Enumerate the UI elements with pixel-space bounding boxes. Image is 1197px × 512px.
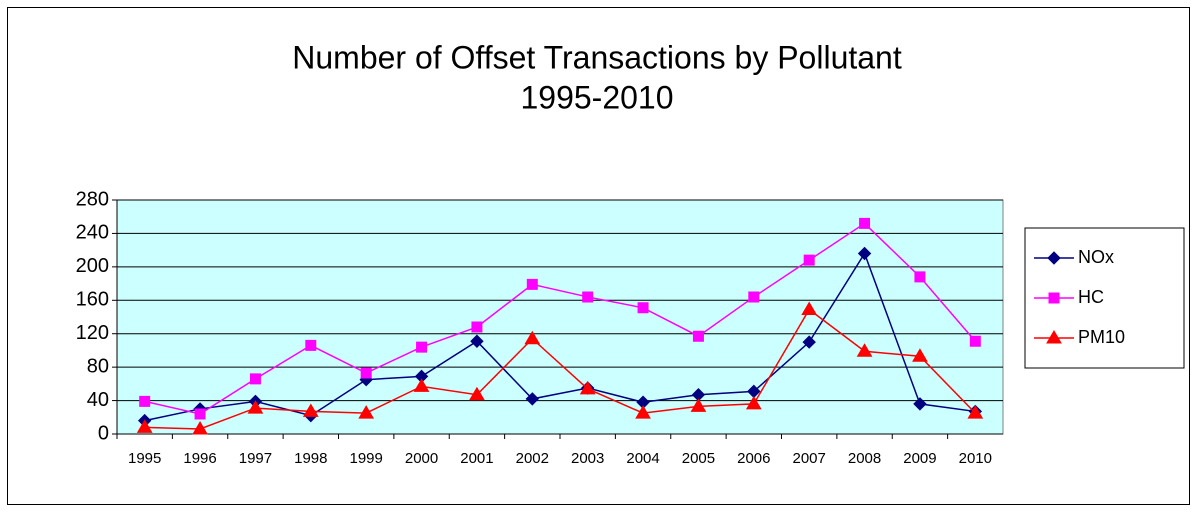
legend-marker [1046,330,1062,344]
y-tick-label: 0 [98,422,109,444]
y-tick-label: 240 [76,222,109,244]
data-point [471,321,483,333]
data-point [136,419,153,433]
y-tick-label: 160 [76,289,109,311]
data-point [748,291,760,303]
data-point [582,291,594,303]
data-point [801,301,818,315]
data-point [525,392,540,406]
x-tick-label: 1995 [128,450,161,467]
y-tick-label: 80 [87,355,109,377]
x-tick-label: 2005 [682,450,715,467]
data-point [635,405,651,419]
data-point [469,386,485,401]
x-tick-label: 2003 [571,450,604,467]
x-tick-label: 2007 [793,450,826,467]
x-tick-label: 2001 [460,450,493,467]
data-point [194,408,206,420]
y-tick-label: 40 [87,389,109,411]
series-line [144,251,976,422]
data-point [524,330,541,345]
data-point [856,343,873,357]
data-point [802,335,816,349]
series-line [144,222,976,415]
data-point [413,378,430,392]
x-tick-label: 1999 [350,450,383,467]
data-point [305,339,317,351]
chart-subtitle: 1995-2010 [520,79,673,115]
x-tick-label: 2006 [737,450,770,467]
data-point [690,398,707,412]
data-point [745,395,762,410]
data-point [692,330,704,342]
data-point [249,373,261,385]
x-tick-label: 2008 [848,450,881,467]
data-point [969,335,981,347]
x-tick-label: 2009 [903,450,936,467]
data-point [192,420,208,435]
x-tick-label: 2004 [626,450,659,467]
chart-title: Number of Offset Transactions by Polluta… [292,39,902,75]
data-point [416,341,428,353]
data-point [967,405,984,419]
legend-label: PM10 [1078,327,1125,347]
y-tick-label: 280 [76,188,109,210]
data-point [526,278,538,290]
legend-marker [1048,292,1060,304]
x-tick-label: 1996 [183,450,216,467]
data-point [470,334,484,348]
x-tick-label: 2010 [959,450,992,467]
data-point [857,246,872,261]
data-point [302,403,319,417]
x-tick-label: 1997 [239,450,272,467]
data-point [358,405,375,419]
legend-label: NOx [1078,247,1114,267]
data-point [859,217,871,229]
x-tick-label: 2000 [405,450,438,467]
data-point [912,348,928,362]
data-point [637,302,649,314]
data-point [360,367,372,379]
data-point [803,254,815,266]
y-tick-label: 120 [76,322,109,344]
legend-label: HC [1078,287,1104,307]
data-point [913,397,927,411]
data-point [139,395,151,407]
data-point [914,271,926,283]
x-tick-label: 1998 [294,450,327,467]
plot-area [116,199,1004,435]
x-tick-label: 2002 [516,450,549,467]
y-tick-label: 200 [76,255,109,277]
data-point [247,400,264,414]
data-point [579,380,596,395]
legend-marker [1047,251,1061,265]
series-line [144,308,976,430]
